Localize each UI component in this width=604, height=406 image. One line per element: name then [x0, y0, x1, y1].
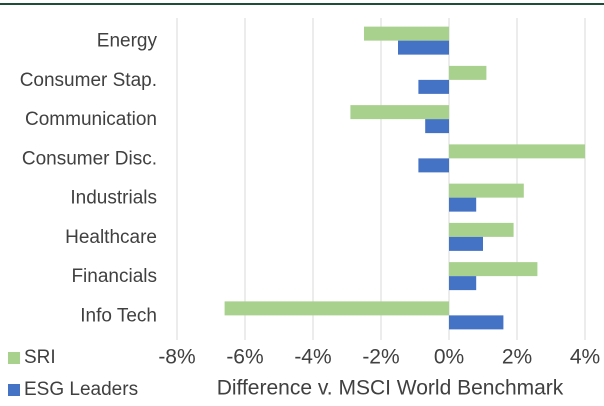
bar: [398, 40, 449, 55]
bar: [449, 144, 585, 159]
bar: [449, 262, 538, 277]
bar: [449, 315, 504, 330]
bar: [449, 65, 487, 80]
x-axis-title: Difference v. MSCI World Benchmark: [217, 377, 564, 400]
bar: [364, 26, 449, 41]
y-tick-label: Consumer Stap.: [20, 70, 157, 91]
y-tick-label: Healthcare: [65, 227, 157, 248]
x-tick-label: -4%: [294, 346, 331, 369]
bar: [224, 301, 449, 316]
bar: [418, 158, 449, 173]
bar: [449, 183, 524, 198]
y-tick-label: Energy: [97, 31, 158, 52]
legend-swatch: [8, 352, 20, 364]
bar: [449, 276, 477, 291]
x-tick-label: 0%: [434, 346, 464, 369]
bar: [418, 79, 449, 94]
bar: [350, 105, 449, 120]
x-tick-label: -2%: [362, 346, 399, 369]
y-tick-label: Info Tech: [80, 305, 157, 326]
y-tick-label: Communication: [25, 109, 157, 130]
legend-label: SRI: [24, 347, 56, 368]
x-tick-label: 4%: [570, 346, 600, 369]
legend-label: ESG Leaders: [24, 379, 138, 400]
y-tick-label: Consumer Disc.: [22, 148, 157, 169]
bar: [449, 222, 514, 237]
x-tick-label: -8%: [158, 346, 195, 369]
bar: [449, 236, 483, 251]
y-tick-label: Industrials: [70, 188, 157, 209]
bar: [449, 197, 477, 212]
x-tick-label: -6%: [226, 346, 263, 369]
legend-swatch: [8, 384, 20, 396]
x-tick-label: 2%: [502, 346, 532, 369]
y-tick-label: Financials: [71, 266, 157, 287]
bar: [425, 119, 449, 134]
